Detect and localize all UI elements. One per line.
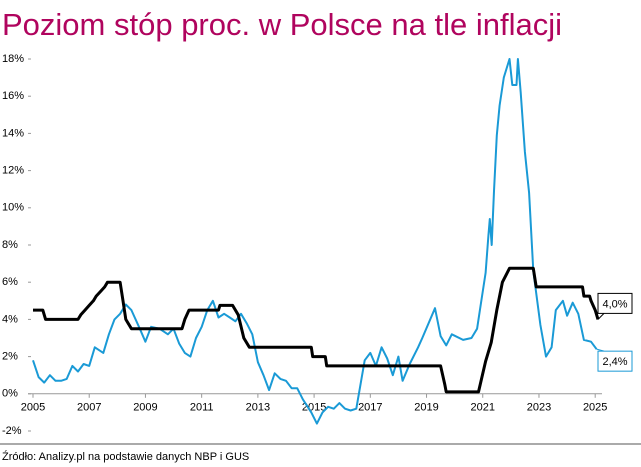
end-label-box bbox=[597, 292, 633, 314]
y-tick-label: 6% bbox=[2, 276, 18, 288]
x-tick-label: 2013 bbox=[246, 402, 270, 414]
y-tick-label: -2% bbox=[2, 425, 22, 437]
end-label: 2,4% bbox=[602, 356, 627, 368]
y-tick-label: 4% bbox=[2, 313, 18, 325]
series-line bbox=[33, 266, 600, 394]
x-tick-label: 2009 bbox=[133, 402, 157, 414]
y-tick-label: 14% bbox=[2, 127, 24, 139]
y-tick-label: 2% bbox=[2, 351, 18, 363]
y-tick-label: 18% bbox=[2, 53, 24, 65]
y-tick-label: 0% bbox=[2, 388, 18, 400]
x-tick-label: 2015 bbox=[302, 402, 326, 414]
end-label-box bbox=[597, 350, 633, 372]
x-tick-label: 2019 bbox=[414, 402, 438, 414]
end-label: 4,0% bbox=[602, 298, 627, 310]
x-tick-label: 2005 bbox=[21, 402, 45, 414]
series-line bbox=[32, 58, 598, 425]
x-tick-label: 2011 bbox=[190, 402, 214, 414]
source: Źródło: Analizy.pl na podstawie danych N… bbox=[2, 450, 249, 463]
y-tick-label: 12% bbox=[2, 165, 24, 177]
x-tick-label: 2017 bbox=[358, 402, 382, 414]
chart-title: Poziom stóp proc. w Polsce na tle inflac… bbox=[2, 7, 562, 42]
x-tick-label: 2007 bbox=[77, 402, 101, 414]
y-tick-label: 8% bbox=[2, 239, 18, 251]
y-tick-label: 16% bbox=[2, 90, 24, 102]
x-tick-label: 2023 bbox=[527, 402, 551, 414]
y-tick-label: 10% bbox=[2, 202, 24, 214]
x-tick-label: 2021 bbox=[471, 402, 495, 414]
x-tick-label: 2025 bbox=[583, 402, 607, 414]
label-leader bbox=[597, 313, 605, 320]
